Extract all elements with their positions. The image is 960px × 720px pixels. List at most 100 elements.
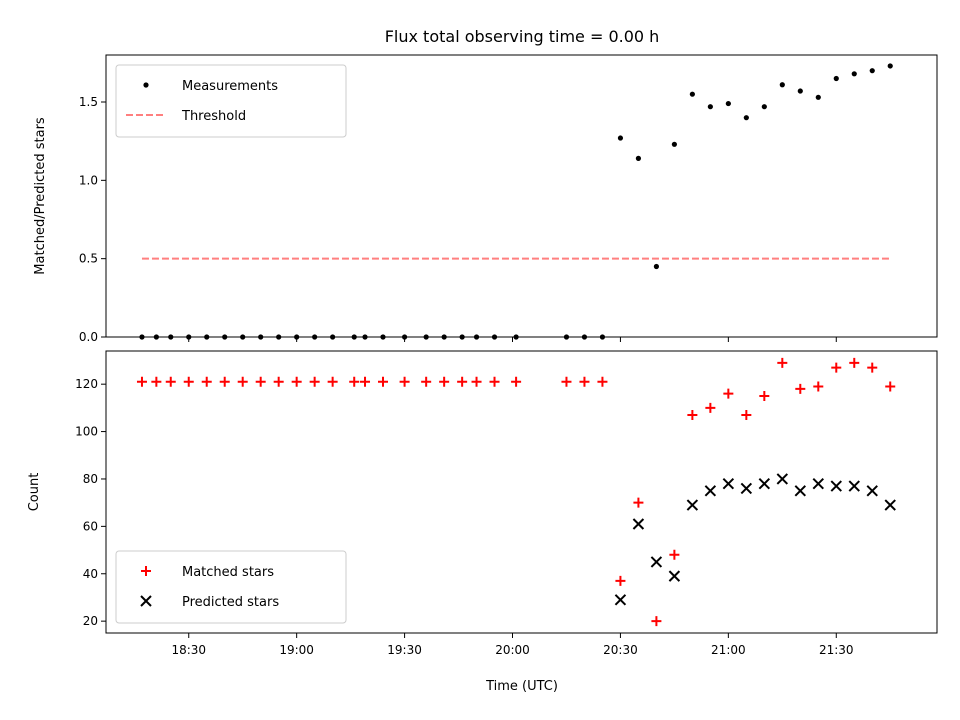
- y-tick-label: 60: [83, 519, 98, 533]
- bottom-y-axis-label: Count: [27, 473, 42, 512]
- legend-measurement-swatch: [143, 82, 149, 88]
- matched-star-point: [201, 376, 212, 387]
- matched-star-point: [615, 575, 626, 586]
- x-tick-label: 19:30: [387, 643, 422, 657]
- y-tick-label: 100: [75, 425, 98, 439]
- predicted-star-point: [848, 480, 860, 492]
- legend-label: Threshold: [181, 109, 246, 124]
- bottom-legend: Matched stars Predicted stars: [115, 550, 347, 624]
- legend-matched-swatch: [141, 566, 151, 576]
- matched-star-point: [849, 357, 860, 368]
- measurement-point: [815, 94, 821, 100]
- matched-star-point: [136, 376, 147, 387]
- chart-title: Flux total observing time = 0.00 h: [385, 27, 660, 46]
- predicted-star-point: [686, 499, 699, 511]
- matched-star-point: [723, 388, 734, 399]
- y-tick-label: 120: [75, 377, 98, 391]
- matched-star-point: [759, 391, 770, 402]
- measurement-point: [617, 135, 624, 141]
- x-tick-label: 19:00: [279, 643, 314, 657]
- y-tick-label: 80: [83, 472, 98, 486]
- measurement-point: [779, 82, 785, 88]
- matched-star-point: [291, 376, 302, 387]
- top-marks: [139, 63, 893, 340]
- matched-star-point: [255, 376, 266, 387]
- measurement-point: [851, 71, 857, 77]
- bottom-plot-frame: [105, 350, 938, 634]
- matched-star-point: [687, 409, 698, 420]
- matched-star-point: [777, 357, 788, 368]
- measurement-point: [635, 155, 642, 161]
- predicted-star-point: [830, 480, 842, 492]
- top-y-axis-label: Matched/Predicted stars: [33, 117, 48, 275]
- legend-label: Matched stars: [182, 565, 274, 580]
- x-tick-label: 21:30: [819, 643, 854, 657]
- matched-star-point: [309, 376, 320, 387]
- predicted-star-point: [632, 518, 645, 530]
- matched-star-point: [597, 376, 608, 387]
- x-tick-label: 20:00: [495, 643, 530, 657]
- matched-star-point: [219, 376, 230, 387]
- top-x-ticks: [188, 337, 837, 342]
- matched-star-point: [378, 376, 388, 387]
- y-tick-label: 40: [83, 567, 98, 581]
- bottom-y-ticks: 20 40 60 80 100 120: [75, 377, 106, 628]
- measurement-point: [725, 100, 731, 107]
- top-plot-frame: [105, 54, 938, 338]
- bottom-x-ticks: 18:30 19:00 19:30 20:00 20:30 21:00 21:30: [171, 633, 854, 657]
- predicted-star-point: [776, 473, 789, 485]
- matched-star-point: [651, 616, 662, 627]
- matched-star-point: [511, 376, 522, 387]
- predicted-star-point: [758, 477, 771, 490]
- predicted-star-point: [740, 482, 753, 495]
- predicted-star-point: [614, 594, 627, 606]
- matched-star-point: [439, 376, 450, 387]
- x-tick-label: 21:00: [711, 643, 746, 657]
- y-tick-label: 0.0: [79, 330, 98, 344]
- matched-star-point: [669, 549, 680, 560]
- measurement-point: [761, 104, 767, 110]
- predicted-star-point: [650, 556, 663, 568]
- matched-star-point: [579, 376, 590, 387]
- y-tick-label: 1.0: [79, 173, 98, 187]
- predicted-star-point: [668, 570, 681, 582]
- matched-star-point: [165, 376, 176, 387]
- matched-star-point: [741, 409, 752, 420]
- y-tick-label: 1.5: [79, 95, 98, 109]
- matched-star-point: [399, 376, 410, 387]
- measurement-point: [707, 104, 713, 110]
- bottom-marks: [136, 357, 896, 627]
- matched-star-point: [813, 381, 824, 392]
- predicted-star-point: [866, 485, 878, 497]
- legend-box: [115, 550, 347, 624]
- predicted-star-point: [812, 477, 824, 490]
- matched-star-point: [151, 376, 162, 387]
- x-tick-label: 18:30: [171, 643, 206, 657]
- matched-star-point: [273, 376, 284, 387]
- matched-star-point: [867, 362, 878, 373]
- x-axis-label: Time (UTC): [485, 679, 558, 694]
- matched-star-point: [327, 376, 338, 387]
- matched-star-point: [885, 381, 896, 392]
- predicted-star-point: [704, 485, 717, 497]
- legend-box: [115, 64, 347, 138]
- matched-star-point: [471, 376, 482, 387]
- matched-star-point: [349, 376, 360, 387]
- measurement-point: [743, 115, 749, 121]
- measurement-point: [887, 63, 893, 69]
- measurement-point: [869, 68, 875, 74]
- measurement-point: [833, 75, 839, 82]
- top-legend: Measurements Threshold: [115, 64, 347, 138]
- matched-star-point: [457, 376, 468, 387]
- measurement-point: [671, 141, 677, 147]
- predicted-star-point: [722, 477, 735, 490]
- matched-star-point: [795, 383, 806, 394]
- matched-star-point: [705, 402, 716, 413]
- measurement-point: [653, 263, 660, 270]
- matched-star-point: [421, 376, 432, 387]
- matched-star-point: [360, 376, 371, 387]
- legend-label: Measurements: [182, 79, 278, 94]
- matched-star-point: [831, 362, 842, 373]
- predicted-star-point: [794, 485, 807, 497]
